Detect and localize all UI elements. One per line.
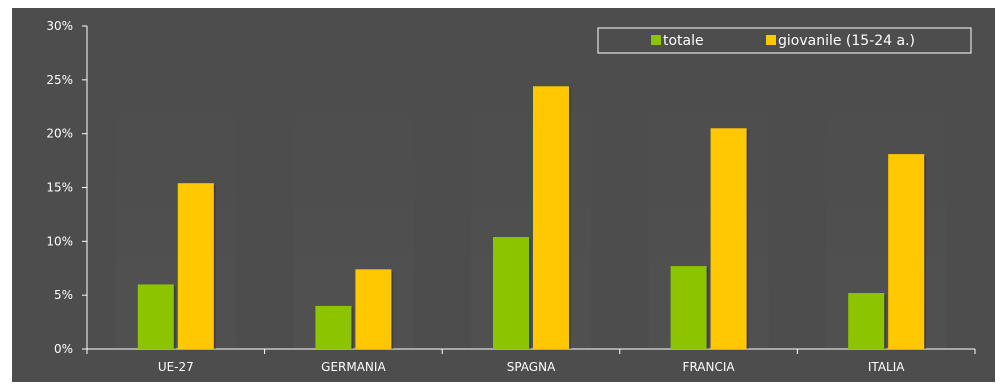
category-shade bbox=[471, 86, 591, 349]
x-tick-label: ITALIA bbox=[868, 360, 905, 374]
x-tick-label: SPAGNA bbox=[507, 360, 556, 374]
legend: totale giovanile (15-24 a.) bbox=[597, 27, 972, 54]
bar-giovanile bbox=[177, 183, 214, 349]
y-tick-label: 20% bbox=[46, 127, 73, 141]
legend-swatch-totale bbox=[651, 35, 661, 45]
y-tick-label: 15% bbox=[46, 181, 73, 195]
x-tick-label: UE-27 bbox=[158, 360, 194, 374]
legend-box bbox=[597, 27, 972, 54]
bars bbox=[137, 86, 927, 349]
category-shade bbox=[648, 86, 769, 349]
bar-giovanile bbox=[533, 86, 569, 349]
legend-label-totale: totale bbox=[663, 33, 704, 49]
category-shade bbox=[826, 86, 947, 349]
bar-giovanile bbox=[355, 269, 392, 349]
bar-totale bbox=[493, 237, 529, 349]
legend-swatch-giovanile bbox=[766, 35, 776, 45]
axes: 0% 5% 10% 15% 20% 25% 30% UE-27 GERMANIA SPAGNA FR… bbox=[46, 19, 976, 374]
bar-totale bbox=[315, 305, 352, 349]
y-tick-label: 5% bbox=[54, 288, 73, 302]
category-shading bbox=[115, 86, 947, 349]
y-tick-label: 30% bbox=[46, 19, 73, 33]
x-tick-label: GERMANIA bbox=[321, 360, 386, 374]
category-shade bbox=[115, 86, 236, 349]
bar-totale bbox=[670, 266, 707, 349]
bar-totale bbox=[848, 293, 885, 349]
bar-totale bbox=[137, 284, 174, 349]
bar-giovanile bbox=[888, 154, 925, 349]
y-tick-label: 0% bbox=[54, 342, 73, 356]
category-shade bbox=[293, 86, 414, 349]
y-tick-label: 25% bbox=[46, 73, 73, 87]
x-tick-label: FRANCIA bbox=[683, 360, 736, 374]
y-tick-label: 10% bbox=[46, 234, 73, 248]
bar-giovanile bbox=[710, 128, 747, 349]
legend-label-giovanile: giovanile (15-24 a.) bbox=[778, 33, 915, 49]
